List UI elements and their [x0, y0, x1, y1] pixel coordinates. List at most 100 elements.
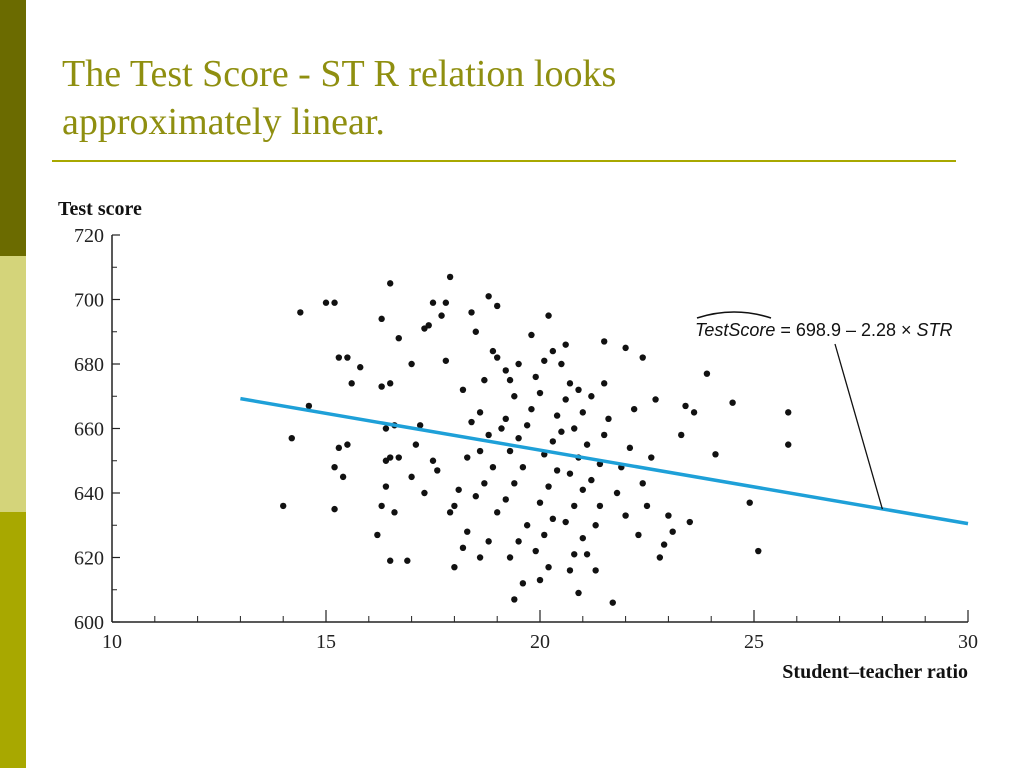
data-point — [575, 589, 582, 597]
data-point — [297, 309, 304, 316]
data-point — [703, 370, 711, 377]
data-point — [613, 489, 621, 497]
data-point — [404, 557, 411, 564]
data-point — [374, 531, 381, 539]
data-point — [434, 467, 441, 474]
data-point — [335, 444, 343, 452]
data-point — [485, 431, 492, 439]
data-point — [408, 473, 415, 481]
data-point — [652, 396, 659, 403]
data-point — [588, 476, 595, 484]
data-point — [472, 493, 479, 500]
data-point — [382, 425, 390, 432]
data-point — [660, 541, 668, 548]
data-point — [553, 467, 561, 474]
data-point — [387, 557, 394, 564]
data-point — [515, 538, 522, 545]
data-point — [412, 441, 420, 448]
data-point — [536, 576, 544, 584]
data-point — [609, 599, 616, 606]
data-point — [429, 299, 437, 306]
data-point — [785, 441, 792, 448]
data-point — [506, 447, 514, 455]
data-point — [378, 502, 385, 510]
data-point — [485, 293, 492, 300]
data-point — [476, 409, 484, 416]
data-point — [511, 480, 518, 487]
data-point — [523, 522, 531, 529]
data-point — [575, 386, 582, 393]
data-point — [446, 509, 454, 516]
x-tick-label: 30 — [958, 631, 978, 653]
data-point — [519, 464, 527, 471]
data-point — [532, 547, 539, 555]
data-point — [648, 454, 655, 461]
data-point — [442, 357, 450, 364]
y-tick-label: 720 — [74, 225, 104, 247]
data-point — [494, 509, 501, 516]
equation-hat-term: TestScore — [695, 320, 775, 340]
data-point — [502, 415, 509, 423]
data-point — [528, 405, 535, 413]
data-point — [729, 399, 736, 406]
data-point — [331, 505, 338, 513]
data-point — [588, 393, 595, 400]
data-point — [579, 486, 586, 493]
data-point — [678, 431, 685, 439]
data-point — [494, 354, 501, 361]
data-point — [387, 454, 394, 461]
data-point — [571, 551, 578, 558]
data-point — [592, 522, 599, 529]
x-tick-label: 25 — [744, 631, 764, 653]
data-point — [322, 299, 330, 306]
accent-bar-middle — [0, 256, 26, 512]
data-point — [571, 425, 578, 432]
data-point — [541, 531, 548, 539]
data-point — [506, 554, 514, 561]
data-point — [335, 354, 343, 361]
data-point — [425, 322, 432, 329]
data-point — [468, 309, 475, 316]
equation-variable: STR — [917, 320, 953, 340]
data-point — [562, 396, 569, 403]
data-point — [455, 486, 462, 493]
data-point — [592, 567, 599, 574]
data-point — [357, 364, 364, 371]
data-point — [626, 444, 634, 452]
data-point — [566, 567, 574, 574]
data-point — [566, 470, 574, 477]
data-point — [536, 389, 544, 397]
data-point — [553, 412, 561, 419]
data-point — [511, 393, 518, 400]
data-point — [489, 464, 497, 471]
data-point — [429, 457, 437, 464]
data-point — [583, 441, 591, 448]
data-point — [339, 473, 347, 481]
data-point — [579, 534, 586, 542]
data-point — [280, 502, 287, 510]
data-point — [562, 518, 569, 526]
data-point — [665, 512, 672, 519]
data-point — [442, 299, 450, 306]
x-tick-label: 15 — [316, 631, 336, 653]
data-point — [472, 328, 479, 335]
data-point — [446, 273, 454, 281]
y-axis-title: Test score — [58, 198, 142, 220]
data-point — [656, 554, 664, 561]
data-point — [331, 464, 338, 471]
y-tick-label: 700 — [74, 290, 104, 312]
data-point — [331, 299, 338, 306]
data-point — [549, 347, 557, 355]
data-point — [451, 502, 458, 510]
data-point — [438, 312, 445, 319]
data-point — [387, 280, 394, 287]
data-point — [451, 563, 458, 571]
data-point — [549, 438, 557, 445]
data-point — [566, 380, 574, 387]
data-point — [622, 344, 629, 352]
data-point — [344, 441, 351, 448]
slide-title: The Test Score - ST R relation looks app… — [62, 50, 962, 146]
data-point — [755, 547, 762, 555]
data-point — [532, 373, 539, 381]
data-point — [378, 383, 385, 390]
